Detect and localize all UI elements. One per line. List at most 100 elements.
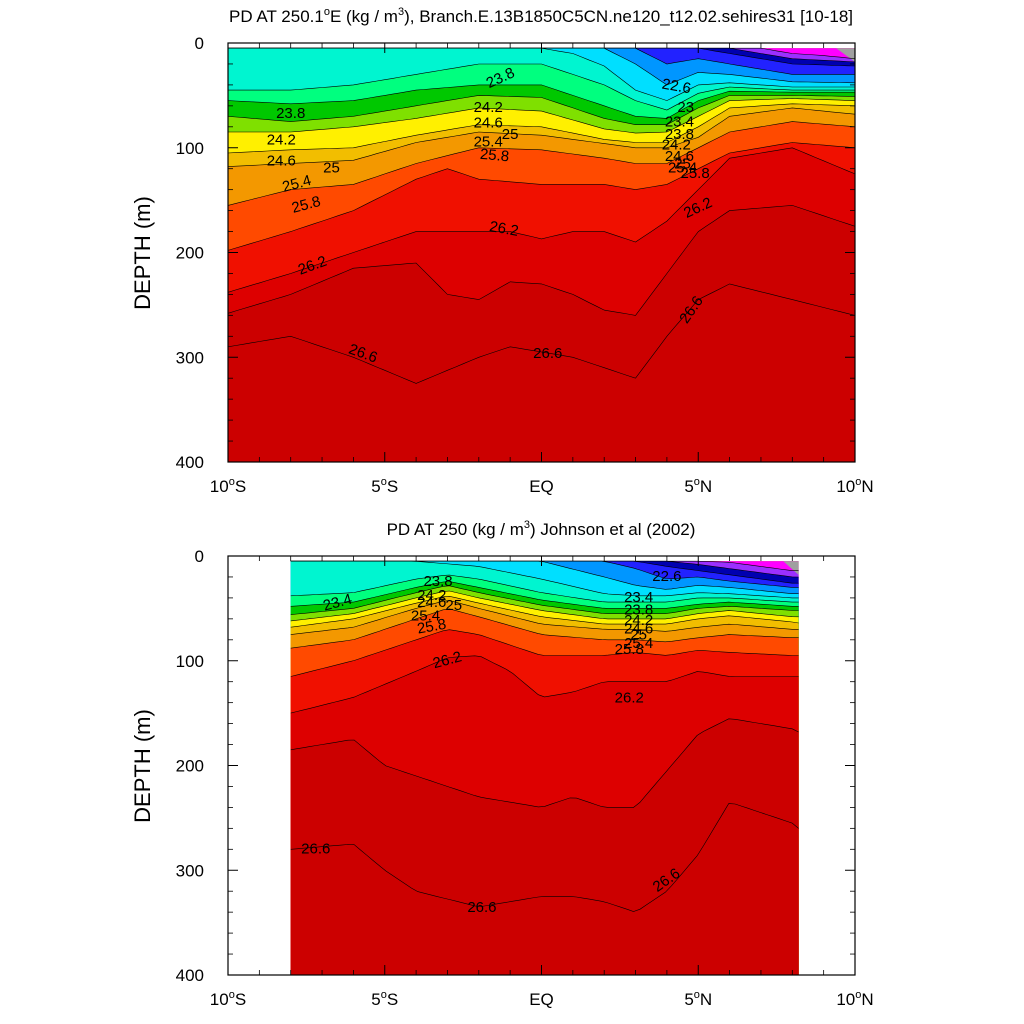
contour-label: 24.2 [417,587,446,604]
contour-label: 25 [630,627,647,644]
y-tick-label: 0 [195,34,204,53]
contour-label: 25.8 [615,641,644,658]
top-panel-title: PD AT 250.1oE (kg / m3), Branch.E.13B185… [229,6,853,26]
contour-label: 25.8 [681,165,710,182]
contour-label: 25.4 [281,172,314,196]
x-tick-label: EQ [529,990,554,1009]
contour-label: 25.4 [624,635,653,652]
top-y-axis-label: DEPTH (m) [130,196,155,310]
contour-line [290,803,799,912]
contour-line [227,205,856,316]
contour-label: 23.4 [665,114,694,131]
x-tick-label: 10oS [210,476,246,496]
contour-line [290,560,799,571]
contour-label: 25.4 [668,160,697,177]
contour-label: 26.6 [301,840,330,857]
contour-line [227,103,856,154]
contour-line [290,600,799,635]
contour-label: 23.8 [276,105,305,122]
contour-label: 24.6 [665,148,694,165]
contour-label: 23.4 [321,591,354,615]
contour-label: 23.8 [423,573,452,590]
contour-line [227,107,856,167]
contour-fills [228,48,855,463]
x-tick-label: 10oS [210,989,246,1009]
contour-label: 26.2 [615,689,644,706]
contour-label: 25.8 [290,193,323,217]
contour-band [290,803,799,975]
contour-label: 25.4 [474,133,503,150]
y-tick-label: 300 [176,348,204,367]
y-axis: 0 100 200 300 400 [176,34,855,472]
y-tick-label: 400 [176,453,204,472]
y-axis: 0 100 200 300 400 [176,547,855,985]
contour-label: 24.2 [474,99,503,116]
x-tick-label: EQ [529,477,554,496]
y-tick-label: 400 [176,966,204,985]
contour-label: 25 [445,597,462,614]
contour-line [290,595,799,628]
contour-label: 24.6 [624,620,653,637]
bottom-contour-panel: PD AT 250 (kg / m3) Johnson et al (2002)… [130,519,874,1009]
contour-line [227,147,856,293]
bottom-panel-title: PD AT 250 (kg / m3) Johnson et al (2002) [387,519,696,539]
contour-label: 26.2 [431,648,464,672]
contour-fills [290,561,799,975]
contour-label: 23.8 [624,601,653,618]
y-tick-label: 0 [195,547,204,566]
contour-label: 24.2 [662,137,691,154]
contour-label: 24.2 [267,131,296,148]
contour-line [290,574,799,603]
contour-line [227,84,855,119]
x-tick-label: 5oS [371,476,398,496]
x-axis: 10oS 5oS EQ 5oN 10oN [210,556,874,1009]
y-tick-label: 100 [176,139,204,158]
contour-line [227,121,856,206]
contour-line [290,629,799,677]
contour-label: 26.2 [488,218,520,240]
y-tick-label: 200 [176,244,204,263]
contour-label: 24.6 [267,152,296,169]
x-tick-label: 5oS [371,989,398,1009]
contour-label: 25 [323,160,340,177]
contour-label: 24.2 [624,612,653,629]
missing-data-patch [836,48,855,62]
contour-label: 23 [677,99,694,116]
x-tick-label: 10oN [836,476,873,496]
contour-label: 25.4 [411,608,440,625]
x-tick-label: 5oN [684,989,712,1009]
contour-line [227,95,856,125]
missing-data-patch [783,561,799,575]
top-contour-panel: PD AT 250.1oE (kg / m3), Branch.E.13B185… [130,6,874,496]
contour-line [290,655,799,714]
contour-line [290,581,799,609]
contour-label: 25 [674,155,691,172]
contour-label: 23.8 [665,126,694,143]
contour-label: 25.8 [416,616,448,638]
contour-labels: 23.423.824.224.62525.425.826.222.623.423… [301,568,683,916]
x-tick-label: 5oN [684,476,712,496]
contour-line [290,718,799,808]
contour-line [227,142,856,251]
contour-line [227,283,856,384]
contour-line [290,608,799,649]
contour-label: 26.6 [533,345,562,362]
contour-label: 22.6 [652,568,681,585]
contour-label: 25 [502,126,519,143]
bottom-y-axis-label: DEPTH (m) [130,709,155,823]
contour-label: 25.8 [479,146,510,165]
y-tick-label: 100 [176,652,204,671]
contour-line [290,590,799,622]
contour-label: 24.6 [417,594,446,611]
contour-line [228,98,856,134]
contour-line [290,585,799,615]
contour-label: 26.6 [467,899,496,916]
x-tick-label: 10oN [836,989,873,1009]
contour-label: 23.4 [624,589,653,606]
x-axis: 10oS 5oS EQ 5oN 10oN [210,43,874,496]
contour-band [228,283,855,462]
contour-line [228,63,855,111]
y-tick-label: 200 [176,757,204,776]
contour-label: 24.6 [474,115,503,132]
